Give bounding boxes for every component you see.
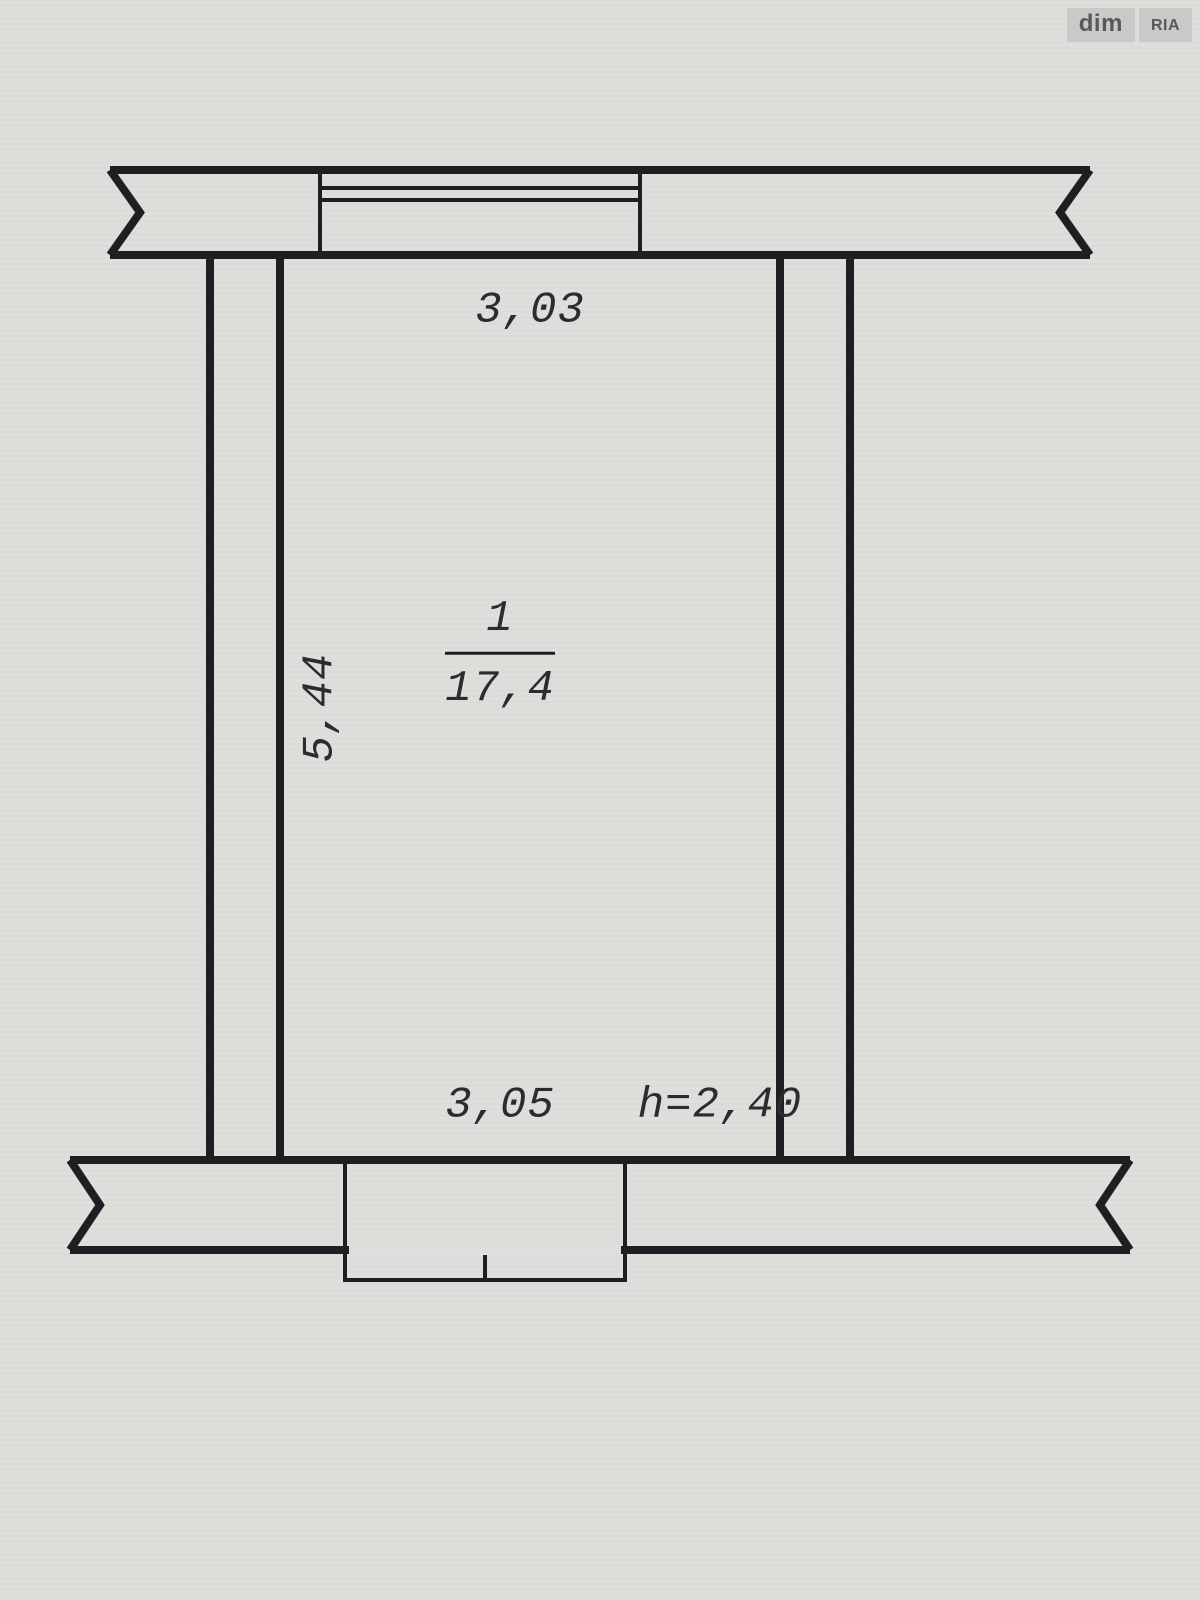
floor-plan-sheet: 3,03 3,05 5,44 h=2,40 1 17,4 [0,0,1200,1600]
watermark-dim: dim [1067,8,1135,42]
ceiling-height: h=2,40 [638,1081,802,1131]
dim-width-top: 3,03 [475,286,585,336]
room-area: 17,4 [445,664,555,714]
dim-height-left: 5,44 [296,653,346,763]
watermark: dim RIA [1067,8,1192,42]
dim-width-bottom: 3,05 [445,1081,555,1131]
room-number: 1 [486,594,513,644]
floor-plan-svg: 3,03 3,05 5,44 h=2,40 1 17,4 [0,0,1200,1600]
watermark-ria: RIA [1139,8,1192,42]
